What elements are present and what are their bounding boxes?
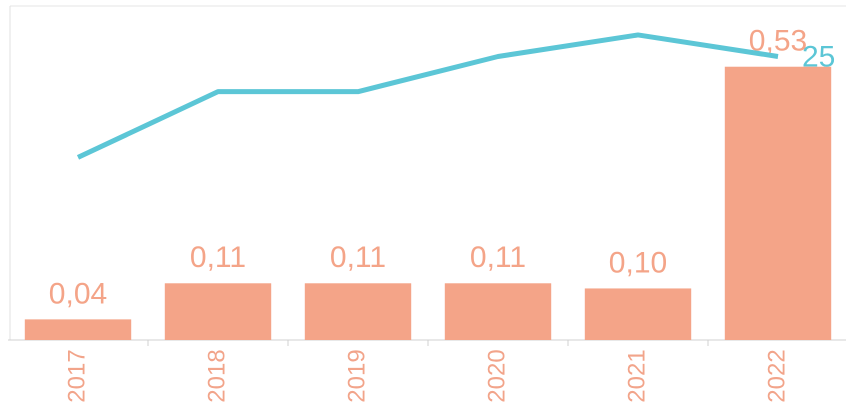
bar-value-label: 0,11 bbox=[190, 241, 246, 274]
bar bbox=[444, 283, 552, 340]
x-tick-label: 2022 bbox=[763, 349, 790, 402]
bar bbox=[24, 319, 132, 340]
x-tick-label: 2020 bbox=[483, 349, 510, 402]
bar bbox=[304, 283, 412, 340]
bar-value-label: 0,10 bbox=[609, 246, 667, 279]
bar-value-label: 0,11 bbox=[470, 241, 526, 274]
line-value-label: 25 bbox=[802, 40, 835, 73]
bar-value-label: 0,04 bbox=[49, 277, 107, 310]
bar bbox=[724, 66, 832, 340]
bar-value-label: 0,11 bbox=[330, 241, 386, 274]
x-tick-label: 2017 bbox=[63, 349, 90, 402]
x-tick-label: 2021 bbox=[623, 349, 650, 402]
line bbox=[76, 32, 779, 160]
bar bbox=[584, 288, 692, 340]
x-tick-label: 2018 bbox=[203, 349, 230, 402]
bar bbox=[164, 283, 272, 340]
x-tick-label: 2019 bbox=[343, 349, 370, 402]
